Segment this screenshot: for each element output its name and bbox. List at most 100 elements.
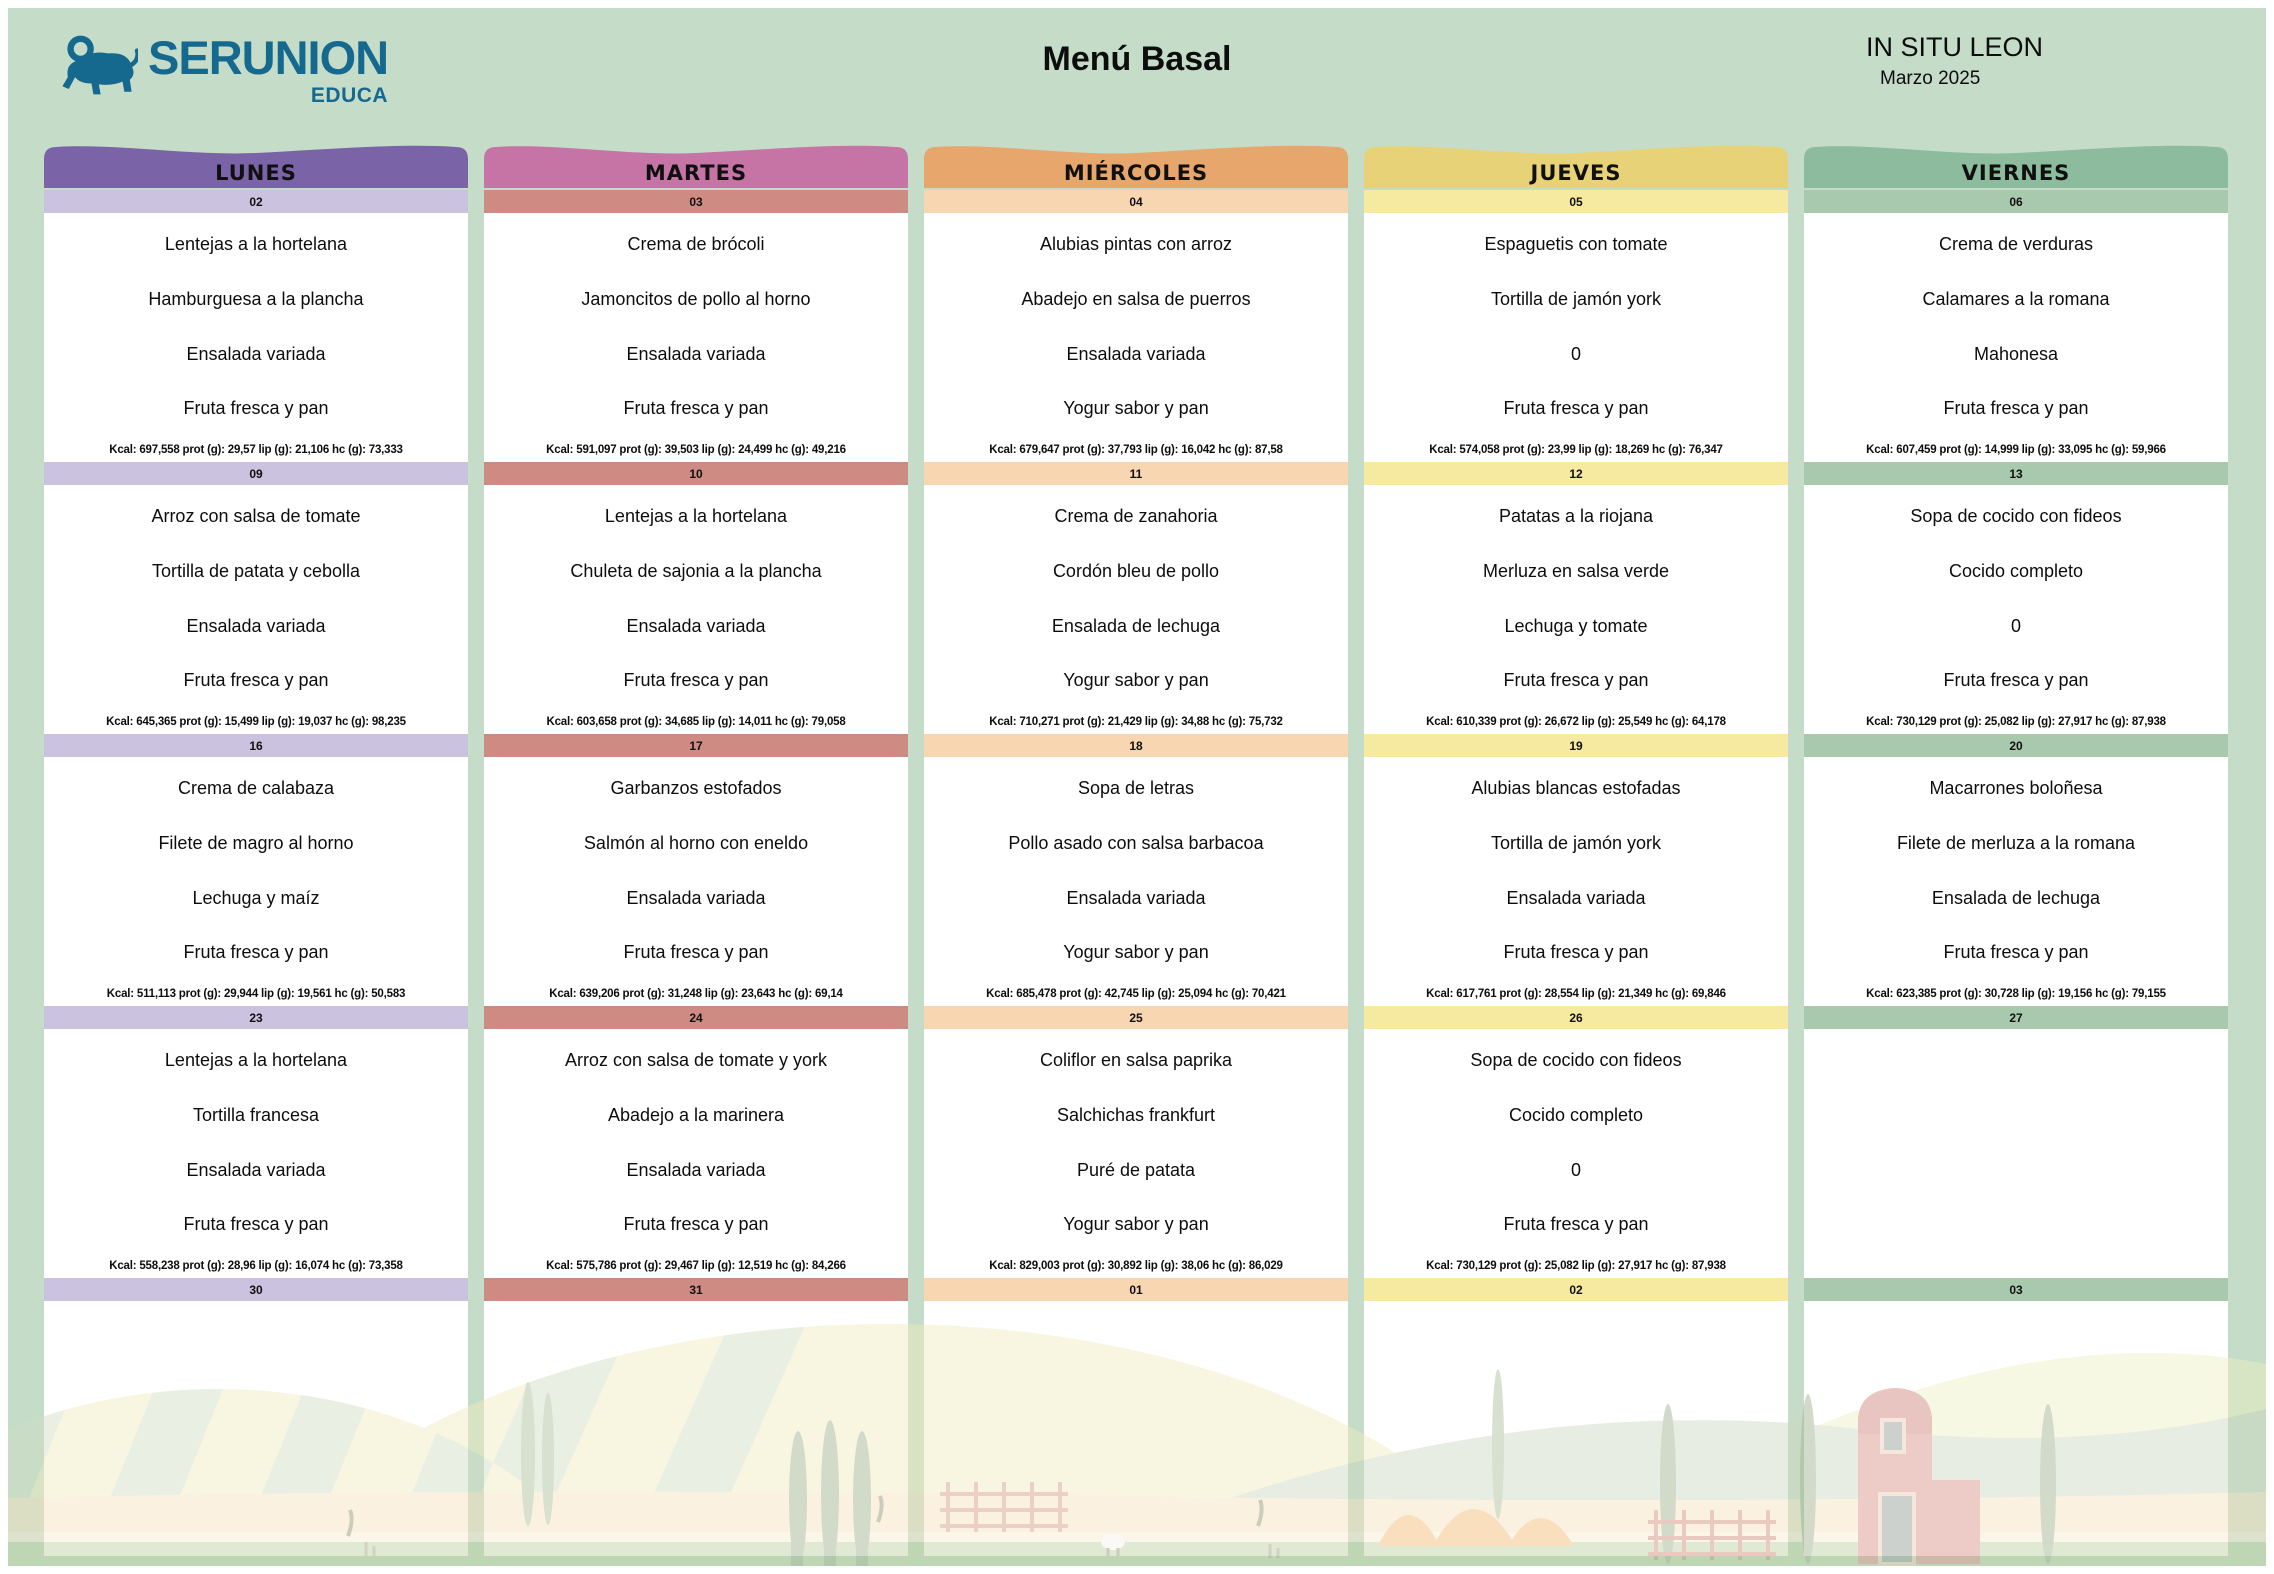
date-strip-miercoles-18: 18 xyxy=(924,734,1348,757)
date-strip-lunes-02: 02 xyxy=(44,190,468,213)
day-column-viernes: VIERNES 06 Crema de verduras Calamares a la… xyxy=(1804,142,2228,1556)
date-strip-miercoles-25: 25 xyxy=(924,1006,1348,1029)
menu-item: Fruta fresca y pan xyxy=(183,1214,329,1235)
menu-cell-martes-03: Crema de brócoli Jamoncitos de pollo al h… xyxy=(484,213,908,462)
menu-item: Ensalada variada xyxy=(626,615,766,636)
menu-item: Crema de brócoli xyxy=(627,234,765,255)
day-column-lunes: LUNES 02 Lentejas a la hortelana Hamburgues… xyxy=(44,142,468,1556)
date-strip-jueves-26: 26 xyxy=(1364,1006,1788,1029)
menu-cell-martes-17: Garbanzos estofados Salmón al horno con e… xyxy=(484,757,908,1006)
site-block: IN SITU LEON Marzo 2025 xyxy=(1866,32,2043,90)
menu-item: Coliflor en salsa paprika xyxy=(1039,1050,1233,1071)
date-strip-martes-03: 03 xyxy=(484,190,908,213)
date-strip-jueves-19: 19 xyxy=(1364,734,1788,757)
day-name-martes: MARTES xyxy=(644,161,748,185)
menu-cell-martes-10: Lentejas a la hortelana Chuleta de sajoni… xyxy=(484,485,908,734)
menu-item: Ensalada de lechuga xyxy=(1931,887,2101,908)
nutrition-line: Kcal: 511,113 prot (g): 29,944 lip (g): … xyxy=(106,988,406,1000)
menu-item: Patatas a la riojana xyxy=(1498,506,1654,527)
menu-item: Arroz con salsa de tomate y york xyxy=(564,1050,828,1071)
menu-item: Arroz con salsa de tomate xyxy=(151,506,361,527)
day-header-lunes: LUNES xyxy=(44,142,468,188)
menu-item: Ensalada variada xyxy=(1066,887,1206,908)
date-strip-martes-10: 10 xyxy=(484,462,908,485)
date-strip-lunes-23: 23 xyxy=(44,1006,468,1029)
menu-item: Yogur sabor y pan xyxy=(1063,398,1209,419)
nutrition-line: Kcal: 679,647 prot (g): 37,793 lip (g): … xyxy=(989,444,1283,456)
menu-cell-viernes-03 xyxy=(1804,1301,2228,1556)
menu-item: Merluza en salsa verde xyxy=(1482,560,1670,581)
serunion-bull-icon xyxy=(56,34,140,107)
day-name-viernes: VIERNES xyxy=(1961,161,2071,185)
menu-cell-jueves-26: Sopa de cocido con fideos Cocido completo… xyxy=(1364,1029,1788,1278)
menu-item: Ensalada variada xyxy=(626,887,766,908)
nutrition-line: Kcal: 710,271 prot (g): 21,429 lip (g): … xyxy=(989,716,1283,728)
date-strip-viernes-13: 13 xyxy=(1804,462,2228,485)
date-strip-lunes-30: 30 xyxy=(44,1278,468,1301)
menu-item: Fruta fresca y pan xyxy=(1943,942,2089,963)
menu-item: Salchichas frankfurt xyxy=(1056,1104,1216,1125)
menu-item: Fruta fresca y pan xyxy=(623,942,769,963)
date-strip-jueves-05: 05 xyxy=(1364,190,1788,213)
day-header-miercoles: MIÉRCOLES xyxy=(924,142,1348,188)
menu-cell-miercoles-11: Crema de zanahoria Cordón bleu de pollo En… xyxy=(924,485,1348,734)
menu-item: Calamares a la romana xyxy=(1922,288,2110,309)
menu-item: Lentejas a la hortelana xyxy=(604,506,788,527)
menu-cell-miercoles-18: Sopa de letras Pollo asado con salsa barb… xyxy=(924,757,1348,1006)
nutrition-line: Kcal: 730,129 prot (g): 25,082 lip (g): … xyxy=(1426,1260,1726,1272)
menu-item: Abadejo en salsa de puerros xyxy=(1021,288,1251,309)
menu-cell-jueves-05: Espaguetis con tomate Tortilla de jamón y… xyxy=(1364,213,1788,462)
menu-item: Ensalada variada xyxy=(626,1159,766,1180)
menu-item: Fruta fresca y pan xyxy=(1503,398,1649,419)
nutrition-line: Kcal: 575,786 prot (g): 29,467 lip (g): … xyxy=(546,1260,846,1272)
day-header-jueves: JUEVES xyxy=(1364,142,1788,188)
menu-cell-viernes-13: Sopa de cocido con fideos Cocido completo… xyxy=(1804,485,2228,734)
menu-item: Espaguetis con tomate xyxy=(1484,234,1668,255)
menu-item: Cordón bleu de pollo xyxy=(1052,560,1220,581)
menu-item: Fruta fresca y pan xyxy=(1503,670,1649,691)
date-strip-martes-24: 24 xyxy=(484,1006,908,1029)
menu-item: Tortilla de jamón york xyxy=(1490,288,1662,309)
menu-item: Crema de verduras xyxy=(1938,234,2094,255)
day-column-martes: MARTES 03 Crema de brócoli Jamoncitos de po… xyxy=(484,142,908,1556)
menu-item: 0 xyxy=(1570,1159,1581,1180)
menu-item: Macarrones boloñesa xyxy=(1929,778,2103,799)
menu-item: Ensalada variada xyxy=(1066,343,1206,364)
menu-item: Yogur sabor y pan xyxy=(1063,1214,1209,1235)
menu-item: Fruta fresca y pan xyxy=(183,942,329,963)
menu-item: Fruta fresca y pan xyxy=(623,670,769,691)
nutrition-line: Kcal: 685,478 prot (g): 42,745 lip (g): … xyxy=(986,988,1286,1000)
menu-item: Fruta fresca y pan xyxy=(183,398,329,419)
day-column-miercoles: MIÉRCOLES 04 Alubias pintas con arroz Abade… xyxy=(924,142,1348,1556)
nutrition-line: Kcal: 617,761 prot (g): 28,554 lip (g): … xyxy=(1426,988,1726,1000)
nutrition-line: Kcal: 645,365 prot (g): 15,499 lip (g): … xyxy=(106,716,406,728)
date-strip-lunes-16: 16 xyxy=(44,734,468,757)
date-strip-viernes-20: 20 xyxy=(1804,734,2228,757)
day-column-jueves: JUEVES 05 Espaguetis con tomate Tortilla de… xyxy=(1364,142,1788,1556)
day-name-miercoles: MIÉRCOLES xyxy=(1063,161,1209,185)
nutrition-line: Kcal: 574,058 prot (g): 23,99 lip (g): 1… xyxy=(1429,444,1723,456)
date-strip-miercoles-01: 01 xyxy=(924,1278,1348,1301)
day-name-jueves: JUEVES xyxy=(1530,161,1622,185)
menu-item: Ensalada de lechuga xyxy=(1051,615,1221,636)
menu-cell-martes-31 xyxy=(484,1301,908,1556)
nutrition-line: Kcal: 591,097 prot (g): 39,503 lip (g): … xyxy=(546,444,846,456)
menu-cell-viernes-20: Macarrones boloñesa Filete de merluza a l… xyxy=(1804,757,2228,1006)
menu-item: Ensalada variada xyxy=(1506,887,1646,908)
menu-item: Fruta fresca y pan xyxy=(1503,942,1649,963)
menu-cell-jueves-02 xyxy=(1364,1301,1788,1556)
nutrition-line: Kcal: 697,558 prot (g): 29,57 lip (g): 2… xyxy=(109,444,403,456)
nutrition-line: Kcal: 829,003 prot (g): 30,892 lip (g): … xyxy=(989,1260,1283,1272)
date-strip-martes-17: 17 xyxy=(484,734,908,757)
menu-item: Sopa de letras xyxy=(1077,778,1195,799)
menu-item: Fruta fresca y pan xyxy=(1503,1214,1649,1235)
day-name-lunes: LUNES xyxy=(215,161,297,185)
menu-item: Alubias pintas con arroz xyxy=(1039,234,1233,255)
site-name: IN SITU LEON xyxy=(1866,32,2044,62)
menu-item: Tortilla francesa xyxy=(192,1104,320,1125)
menu-cell-jueves-19: Alubias blancas estofadas Tortilla de jam… xyxy=(1364,757,1788,1006)
menu-item: Ensalada variada xyxy=(186,615,326,636)
date-strip-viernes-27: 27 xyxy=(1804,1006,2228,1029)
nutrition-line: Kcal: 639,206 prot (g): 31,248 lip (g): … xyxy=(549,988,843,1000)
menu-item: Hamburguesa a la plancha xyxy=(148,288,364,309)
